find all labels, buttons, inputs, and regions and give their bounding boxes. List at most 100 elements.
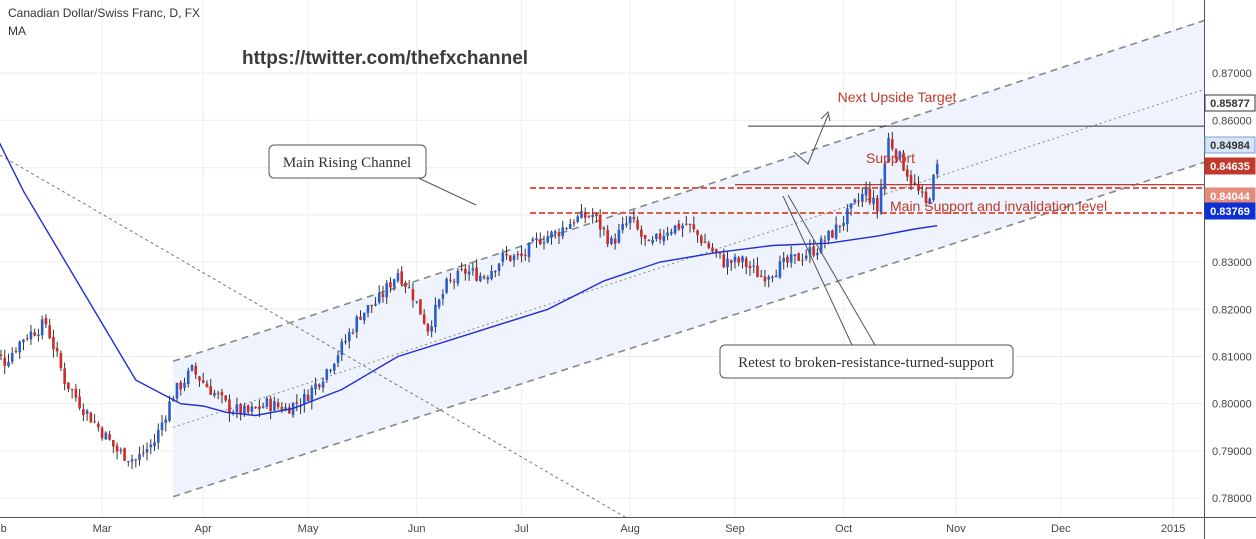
candle-down (632, 217, 636, 220)
candle-up (617, 229, 621, 243)
candle-down (52, 337, 55, 350)
candle-up (531, 239, 535, 242)
candle-down (115, 445, 119, 452)
candle-up (872, 198, 875, 204)
candle-down (905, 169, 909, 177)
candle-down (269, 398, 272, 411)
x-tick-label: Jun (408, 523, 426, 535)
candle-down (201, 380, 205, 383)
candle-down (831, 230, 834, 238)
candle-up (670, 231, 673, 234)
candle-up (392, 279, 396, 287)
candle-down (0, 354, 3, 356)
candle-down (598, 214, 602, 230)
candle-up (726, 258, 729, 268)
candle-up (119, 449, 123, 452)
candle-up (164, 419, 168, 424)
candle-up (344, 340, 347, 343)
projection-arrow (793, 114, 829, 165)
candle-up (733, 256, 737, 262)
candle-up (250, 406, 254, 412)
candle-down (475, 267, 478, 281)
candle-down (763, 276, 767, 282)
candle-up (846, 208, 849, 225)
candle-up (621, 223, 624, 230)
candle-up (816, 252, 819, 256)
candle-up (842, 222, 845, 227)
candle-up (883, 163, 887, 189)
candle-down (756, 265, 759, 278)
candle-down (520, 253, 523, 257)
candle-down (426, 323, 430, 332)
candle-up (160, 422, 164, 431)
candle-up (576, 216, 580, 222)
candle-down (198, 376, 201, 381)
candle-up (190, 365, 194, 371)
candle-up (377, 293, 381, 303)
candle-up (767, 276, 771, 280)
candle-down (722, 254, 726, 268)
candle-down (389, 282, 392, 288)
channel-callout-label: Main Rising Channel (283, 155, 411, 171)
candle-up (183, 382, 186, 388)
candle-down (868, 188, 872, 203)
channel-middle-line (173, 88, 1204, 428)
candle-up (774, 275, 778, 278)
channel-callout-box (268, 144, 427, 179)
candle-up (329, 369, 332, 371)
candle-up (834, 224, 838, 239)
candle-up (935, 163, 939, 175)
moving-average-line (0, 142, 938, 417)
candle-down (205, 383, 209, 388)
candle-up (568, 223, 572, 230)
candle-up (332, 363, 336, 371)
candle-up (213, 392, 216, 396)
candle-down (744, 258, 748, 268)
candle-down (924, 191, 928, 203)
candle-up (471, 268, 475, 271)
price-tag (1204, 136, 1256, 154)
main-support-label: Main Support and invalidation level (890, 198, 1107, 214)
retest-callout-label: Retest to broken-resistance-turned-suppo… (738, 355, 995, 371)
candle-down (82, 409, 85, 416)
candle-up (314, 383, 317, 390)
chart-title: Canadian Dollar/Swiss Franc, D, FX (8, 6, 201, 20)
candle-up (819, 238, 823, 254)
candle-down (572, 222, 576, 224)
candle-up (235, 404, 239, 413)
candle-up (145, 449, 149, 453)
candle-up (261, 406, 265, 408)
candle-down (452, 281, 456, 283)
candle-up (662, 235, 666, 242)
candle-down (224, 395, 227, 401)
candle-up (486, 277, 490, 280)
candle-up (550, 231, 553, 238)
candle-down (14, 351, 18, 353)
candle-down (857, 200, 860, 202)
candle-up (782, 258, 785, 262)
price-tag-label: 0.84044 (1210, 191, 1251, 203)
candle-down (93, 421, 96, 423)
candle-up (325, 369, 329, 380)
price-tag (1204, 157, 1256, 175)
candle-up (153, 442, 156, 447)
candle-down (920, 191, 924, 193)
candle-up (243, 405, 246, 414)
candle-up (467, 271, 471, 275)
candle-up (565, 228, 568, 230)
x-tick-label: Mar (93, 523, 112, 535)
candle-up (149, 444, 153, 448)
indicator-label[interactable]: MA (8, 24, 26, 38)
candle-up (771, 276, 774, 278)
candle-up (752, 265, 756, 267)
candle-down (464, 268, 467, 274)
candle-up (494, 270, 497, 273)
y-tick-label: 0.82000 (1212, 304, 1252, 316)
candle-down (351, 332, 355, 334)
x-tick-label: Dec (1051, 523, 1071, 535)
candle-up (437, 299, 441, 307)
y-tick-label: 0.83000 (1212, 257, 1252, 269)
candle-down (737, 257, 741, 263)
candle-up (40, 319, 44, 336)
